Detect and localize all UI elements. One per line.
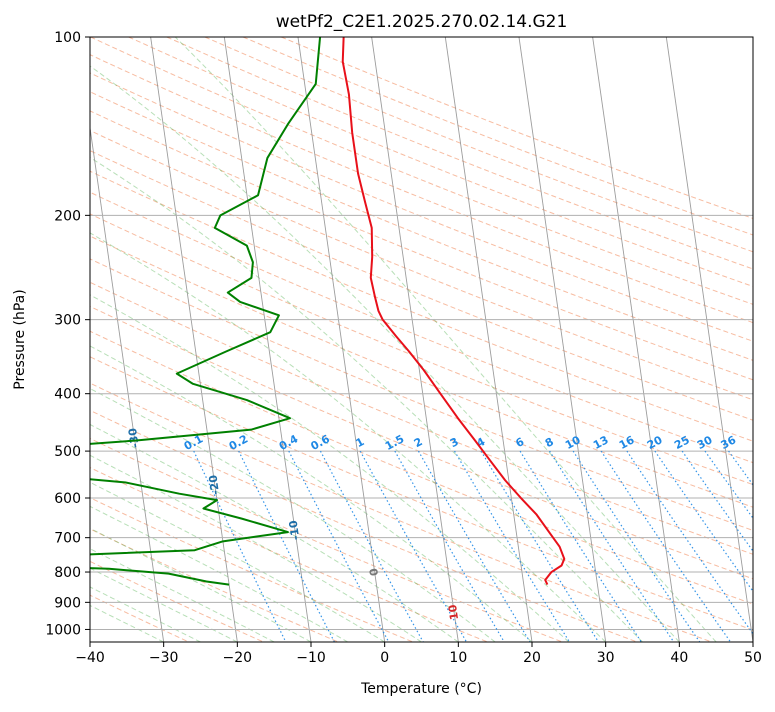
y-tick-label: 100 — [54, 30, 81, 46]
x-tick-label: 20 — [523, 650, 541, 666]
y-tick-label: 400 — [54, 387, 81, 403]
x-tick-label: −20 — [223, 650, 253, 666]
y-tick-label: 200 — [54, 208, 81, 224]
x-tick-label: 10 — [449, 650, 467, 666]
y-tick-label: 900 — [54, 595, 81, 611]
x-tick-label: 50 — [744, 650, 762, 666]
y-tick-label: 300 — [54, 313, 81, 329]
y-tick-label: 600 — [54, 491, 81, 507]
x-tick-label: 30 — [597, 650, 615, 666]
y-axis-label: Pressure (hPa) — [12, 289, 28, 389]
y-tick-label: 700 — [54, 531, 81, 547]
x-tick-label: −10 — [296, 650, 326, 666]
x-tick-label: 40 — [670, 650, 688, 666]
x-tick-label: −40 — [75, 650, 105, 666]
y-tick-label: 800 — [54, 565, 81, 581]
y-tick-label: 1000 — [45, 622, 81, 638]
isotherm-label: 10 — [446, 603, 461, 620]
x-tick-label: 0 — [380, 650, 389, 666]
y-tick-label: 500 — [54, 444, 81, 460]
chart-title: wetPf2_C2E1.2025.270.02.14.G21 — [276, 12, 568, 32]
x-tick-label: −30 — [149, 650, 179, 666]
x-axis-label: Temperature (°C) — [360, 681, 482, 697]
